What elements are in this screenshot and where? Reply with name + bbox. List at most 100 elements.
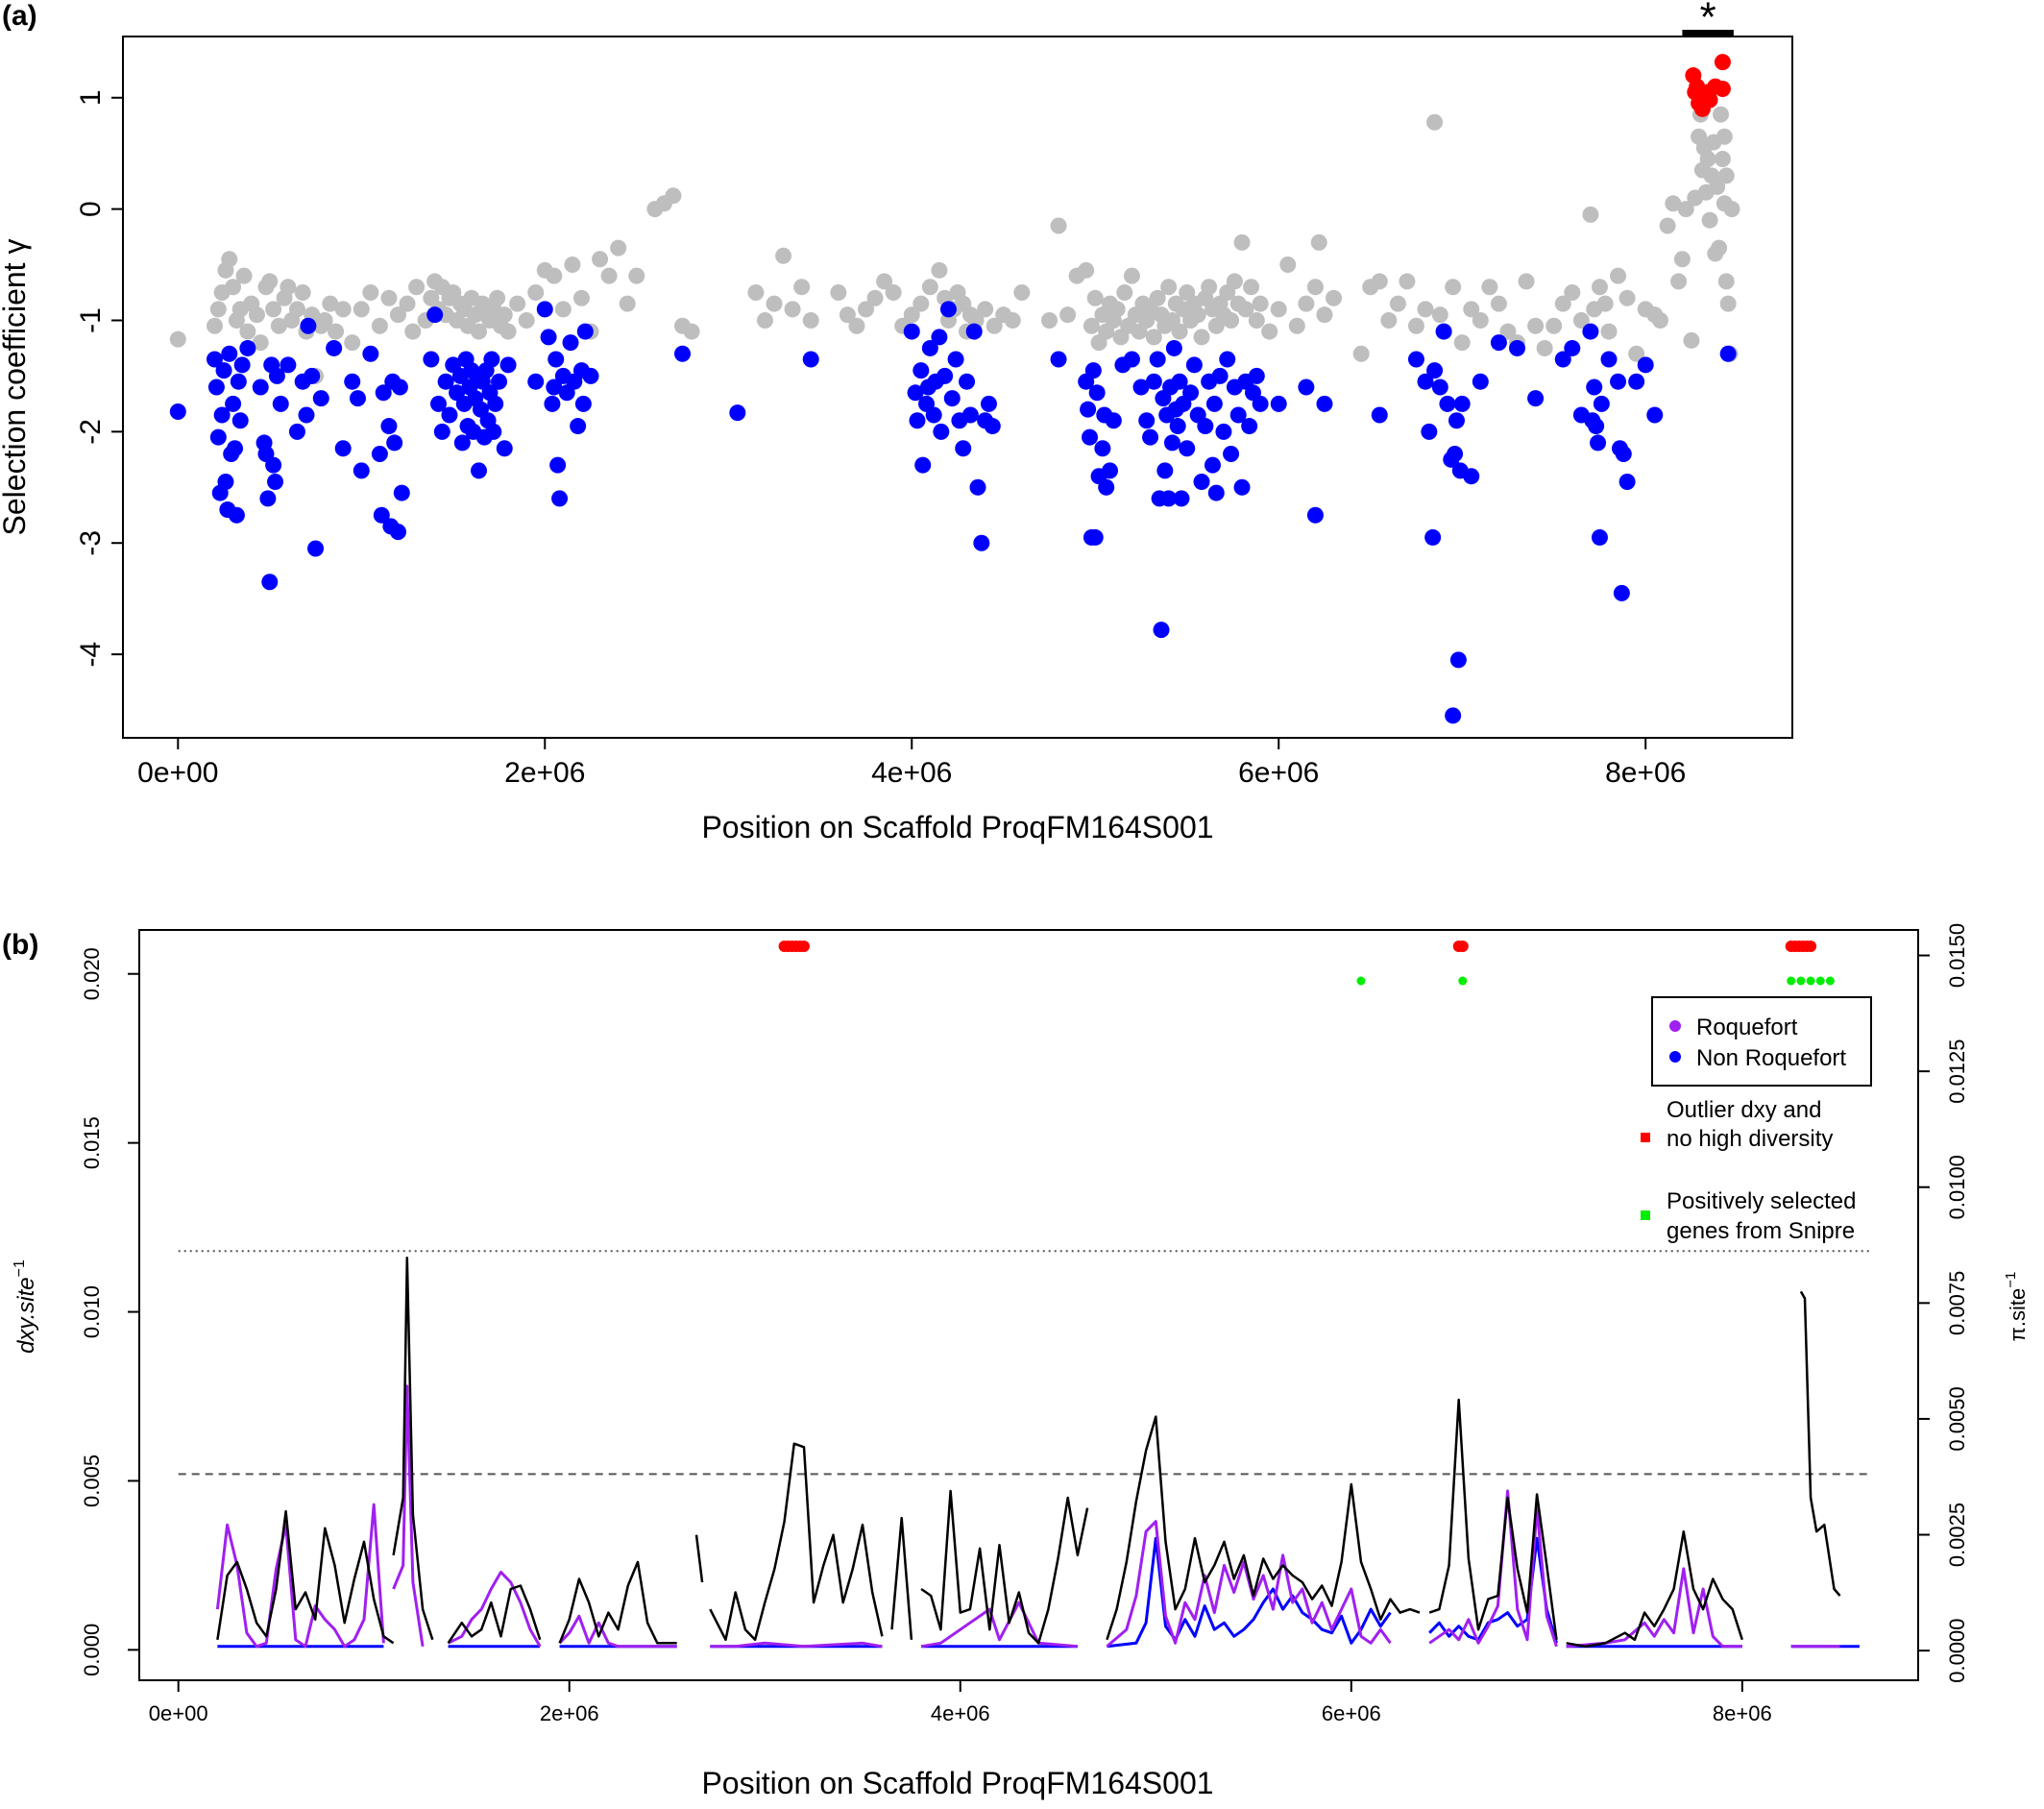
outlier-marker	[1805, 941, 1817, 952]
data-point-blue	[933, 423, 950, 440]
data-point-blue	[1591, 528, 1608, 546]
data-point-gray	[1252, 295, 1269, 312]
data-point-blue	[943, 390, 961, 407]
data-point-blue	[1145, 373, 1162, 390]
right-y-title-main: π.site	[2006, 1288, 2030, 1342]
data-point-blue	[213, 406, 231, 424]
panel-b-right-y-axis-title: π.site−1	[2003, 1272, 2030, 1342]
data-point-gray	[294, 284, 311, 302]
data-point-blue	[574, 395, 592, 412]
data-point-blue	[373, 506, 390, 524]
data-point-blue	[1197, 418, 1214, 435]
data-point-gray	[1716, 128, 1733, 145]
data-point-gray	[280, 279, 297, 296]
data-point-blue	[1582, 323, 1599, 340]
data-point-blue	[272, 395, 289, 412]
legend-outlier-label-line1: Outlier dxy and	[1667, 1097, 1821, 1123]
data-point-blue	[437, 373, 454, 390]
data-point-blue	[1248, 367, 1265, 384]
dxy-line	[392, 1256, 434, 1641]
dxy-line	[920, 1489, 1089, 1645]
data-point-gray	[362, 284, 379, 302]
data-point-blue	[169, 403, 186, 420]
data-point-gray	[1399, 273, 1416, 290]
data-point-blue	[1156, 462, 1174, 479]
roquefort-line	[710, 1641, 883, 1649]
data-point-blue	[1637, 356, 1654, 374]
snipre-marker	[1825, 976, 1835, 986]
data-point-blue	[487, 395, 504, 412]
data-point-gray	[1481, 279, 1498, 296]
roquefort-line	[920, 1601, 1079, 1649]
right-y-tick-label: 0.0050	[1945, 1386, 1969, 1451]
panel-b-label: (b)	[2, 929, 38, 961]
data-point-gray	[610, 239, 627, 257]
data-point-blue	[1082, 428, 1099, 446]
y-tick-label: -2	[75, 419, 107, 445]
data-point-gray	[683, 323, 700, 340]
dxy-line	[1566, 1529, 1743, 1649]
data-point-gray	[1665, 195, 1682, 212]
data-point-blue	[1204, 456, 1221, 474]
snipre-marker	[1787, 976, 1796, 986]
data-point-blue	[914, 456, 932, 474]
data-point-gray	[221, 251, 238, 268]
data-point-blue	[1453, 395, 1471, 412]
data-point-gray	[1261, 323, 1278, 340]
data-point-gray	[747, 284, 765, 302]
data-point-gray	[1673, 251, 1691, 268]
data-point-blue	[1173, 490, 1190, 507]
data-point-blue	[909, 412, 926, 429]
data-point-gray	[1683, 331, 1700, 349]
data-point-blue	[1193, 473, 1210, 490]
data-point-gray	[921, 279, 938, 296]
data-point-gray	[554, 301, 572, 318]
data-point-blue	[1449, 651, 1467, 669]
legend-box	[1651, 996, 1872, 1087]
data-point-blue	[267, 473, 284, 490]
data-point-blue	[1586, 379, 1603, 396]
data-point-blue	[491, 373, 508, 390]
right-y-tick-label: 0.0025	[1945, 1503, 1969, 1567]
legend-outlier-marker	[1641, 1133, 1650, 1142]
data-point-blue	[441, 406, 458, 424]
data-point-gray	[858, 301, 875, 318]
right-y-tick-label: 0.0100	[1945, 1155, 1969, 1219]
legend-snipre-label-line2: genes from Snipre	[1667, 1218, 1855, 1244]
data-point-gray	[1445, 279, 1462, 296]
legend-roquefort-marker	[1669, 1020, 1681, 1032]
data-point-gray	[471, 323, 488, 340]
data-point-blue	[802, 351, 819, 368]
data-point-blue	[1435, 323, 1452, 340]
x-tick-label: 0e+00	[137, 757, 218, 789]
data-point-blue	[921, 339, 938, 356]
data-point-blue	[959, 373, 976, 390]
data-point-blue	[298, 406, 315, 424]
data-point-gray	[1078, 261, 1095, 279]
data-point-blue	[1593, 395, 1610, 412]
roquefort-line	[1106, 1520, 1392, 1648]
x-tick-label: 2e+06	[504, 757, 585, 789]
snipre-marker	[1815, 976, 1825, 986]
data-point-blue	[1407, 351, 1424, 368]
data-point-gray	[1600, 323, 1618, 340]
data-point-gray	[775, 247, 792, 264]
data-point-gray	[322, 295, 339, 312]
data-point-gray	[209, 301, 227, 318]
data-point-blue	[562, 334, 579, 352]
roquefort-line	[1566, 1567, 1742, 1649]
x-tick-label: 6e+06	[1238, 757, 1319, 789]
data-point-gray	[1453, 334, 1471, 352]
data-point-gray	[1591, 279, 1608, 296]
data-point-gray	[1699, 150, 1716, 167]
data-point-blue	[1211, 367, 1229, 384]
data-point-blue	[1160, 490, 1178, 507]
data-point-blue	[1509, 339, 1526, 356]
non-roquefort-line	[1428, 1536, 1558, 1644]
panel-b-plot-frame	[138, 929, 1919, 1681]
data-point-red	[1687, 84, 1704, 101]
data-point-gray	[1545, 317, 1563, 334]
data-point-gray	[169, 330, 186, 348]
data-point-blue	[1219, 351, 1236, 368]
data-point-blue	[326, 339, 343, 356]
